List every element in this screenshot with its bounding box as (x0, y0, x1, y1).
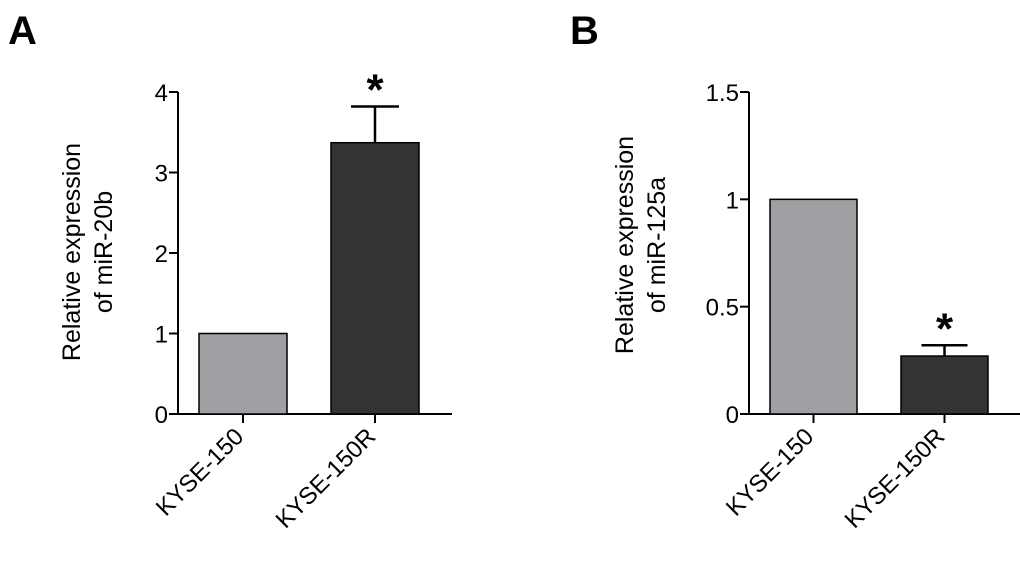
bar (900, 355, 989, 415)
panel-a: A 0 1 2 3 4 Relative expression of miR-20b KYSE-… (8, 9, 452, 534)
bar (198, 332, 288, 415)
bar (330, 141, 420, 415)
y-tick-label: 0 (155, 402, 168, 429)
significance-marker: * (936, 304, 954, 353)
y-tick-label: 3 (155, 161, 168, 188)
x-tick-label: KYSE-150 (151, 423, 249, 521)
y-axis-label: of miR-125a (643, 177, 671, 313)
x-tick-label: KYSE-150 (721, 423, 819, 521)
y-tick-label: 1 (726, 187, 739, 214)
y-tick-label: 1.5 (706, 80, 739, 107)
panel-label: B (570, 9, 599, 53)
panel-label: A (8, 9, 37, 53)
y-tick-label: 1 (155, 322, 168, 349)
panel-b: B 0 0.5 1 1.5 Relative expression of miR-125a K… (570, 9, 1020, 534)
y-axis-label: Relative expression (611, 136, 639, 354)
y-tick-label: 2 (155, 241, 168, 268)
bar (769, 198, 858, 415)
x-tick-label: KYSE-150R (840, 423, 951, 534)
y-tick-label: 0.5 (706, 295, 739, 322)
y-axis-label: Relative expression (58, 143, 86, 361)
x-tick-label: KYSE-150R (271, 423, 382, 534)
significance-marker: * (366, 65, 384, 114)
y-axis-label: of miR-20b (90, 191, 118, 313)
y-tick-label: 0 (726, 402, 739, 429)
y-tick-label: 4 (155, 80, 168, 107)
